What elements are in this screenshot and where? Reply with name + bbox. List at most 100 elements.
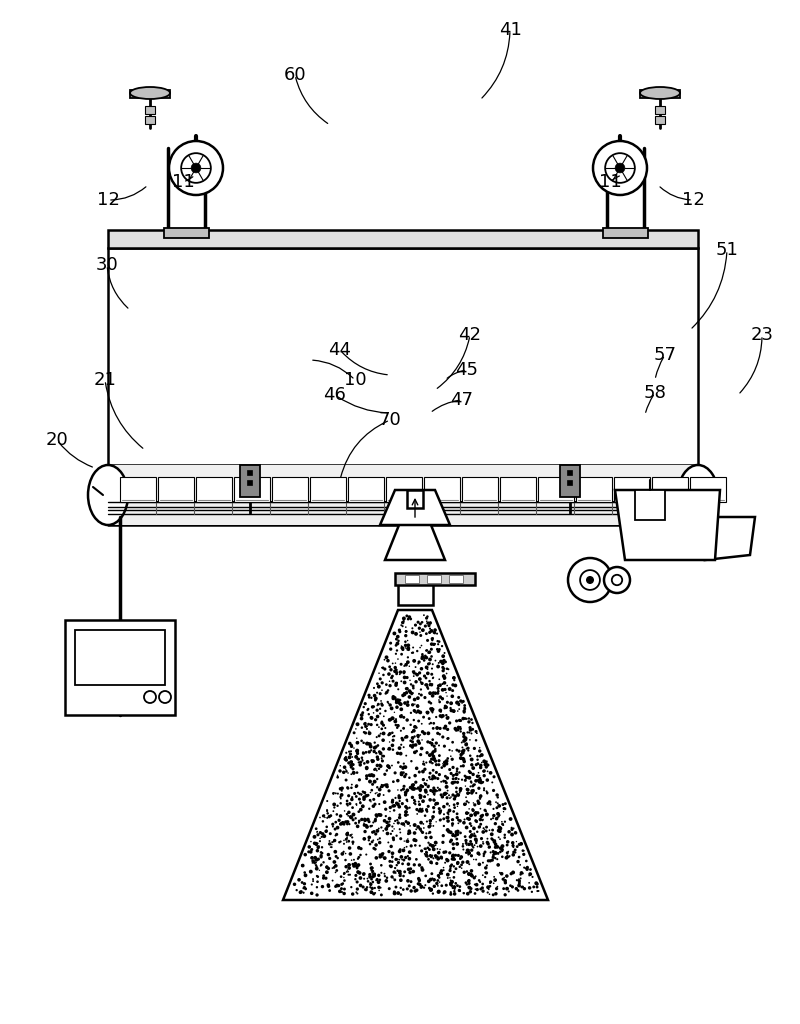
Point bbox=[345, 754, 358, 770]
Point bbox=[390, 676, 402, 692]
Point bbox=[494, 823, 506, 840]
Point bbox=[384, 800, 397, 816]
Point bbox=[364, 877, 377, 893]
Point bbox=[478, 753, 490, 769]
Point bbox=[345, 738, 358, 755]
Point bbox=[337, 844, 350, 860]
Point bbox=[422, 617, 435, 634]
Point bbox=[496, 816, 509, 833]
Point bbox=[418, 880, 430, 896]
Point bbox=[415, 637, 428, 653]
Point bbox=[398, 665, 410, 681]
Point bbox=[401, 640, 414, 656]
Polygon shape bbox=[576, 477, 612, 502]
Point bbox=[477, 774, 490, 791]
Point bbox=[357, 879, 370, 895]
Point bbox=[316, 845, 329, 861]
Point bbox=[430, 850, 442, 866]
Point bbox=[298, 864, 311, 881]
Point bbox=[424, 848, 437, 864]
Point bbox=[466, 838, 479, 854]
Point bbox=[337, 876, 350, 892]
Point bbox=[431, 685, 444, 701]
Point bbox=[477, 883, 490, 899]
Point bbox=[422, 777, 435, 794]
Point bbox=[422, 666, 434, 682]
Point bbox=[443, 802, 456, 818]
Point bbox=[426, 737, 438, 754]
Point bbox=[482, 853, 494, 869]
Point bbox=[452, 847, 465, 863]
Point bbox=[426, 700, 438, 717]
Circle shape bbox=[605, 154, 635, 183]
Point bbox=[360, 817, 373, 834]
Point bbox=[489, 839, 502, 855]
Point bbox=[321, 810, 334, 826]
Polygon shape bbox=[405, 507, 425, 520]
Point bbox=[451, 855, 464, 871]
Point bbox=[467, 851, 480, 867]
Point bbox=[441, 809, 454, 825]
Point bbox=[361, 870, 374, 887]
Point bbox=[422, 681, 434, 697]
Point bbox=[438, 738, 451, 755]
Point bbox=[408, 663, 421, 679]
Point bbox=[452, 722, 465, 738]
Point bbox=[436, 676, 449, 692]
Point bbox=[374, 725, 387, 741]
Point bbox=[476, 880, 489, 896]
Point bbox=[397, 781, 410, 798]
Point bbox=[458, 702, 470, 719]
Point bbox=[491, 879, 504, 895]
Point bbox=[406, 644, 419, 660]
Point bbox=[362, 706, 375, 722]
Point bbox=[397, 764, 410, 780]
Point bbox=[368, 739, 381, 756]
Point bbox=[437, 659, 450, 676]
Point bbox=[381, 684, 394, 700]
Point bbox=[321, 802, 334, 818]
Point bbox=[466, 801, 479, 817]
Point bbox=[366, 776, 379, 793]
Point bbox=[395, 736, 408, 753]
Point bbox=[380, 872, 393, 889]
Point bbox=[483, 886, 496, 902]
Point bbox=[324, 839, 337, 855]
Point bbox=[423, 625, 436, 641]
Point bbox=[387, 815, 400, 831]
Point bbox=[425, 641, 438, 657]
Point bbox=[413, 620, 426, 636]
Point bbox=[521, 861, 534, 878]
Point bbox=[460, 790, 473, 806]
Point bbox=[427, 804, 440, 820]
Point bbox=[514, 870, 527, 887]
Point bbox=[466, 766, 479, 782]
Point bbox=[399, 628, 412, 644]
Point bbox=[422, 840, 434, 856]
Point bbox=[316, 825, 329, 842]
Point bbox=[323, 808, 336, 824]
Point bbox=[427, 769, 440, 785]
Circle shape bbox=[615, 163, 625, 173]
Point bbox=[474, 770, 486, 786]
Point bbox=[459, 833, 472, 849]
Point bbox=[444, 699, 457, 716]
Point bbox=[400, 839, 413, 855]
Point bbox=[440, 775, 453, 792]
Point bbox=[427, 670, 440, 686]
Point bbox=[464, 720, 477, 736]
Point bbox=[390, 675, 403, 691]
Point bbox=[322, 860, 335, 877]
Point bbox=[476, 807, 489, 823]
Point bbox=[385, 825, 398, 842]
Point bbox=[462, 795, 475, 811]
Point bbox=[388, 798, 401, 814]
Point bbox=[431, 796, 444, 812]
Point bbox=[342, 824, 354, 841]
Point bbox=[404, 684, 417, 700]
Point bbox=[360, 882, 373, 898]
Point bbox=[478, 782, 490, 799]
Point bbox=[323, 850, 336, 866]
Point bbox=[430, 795, 442, 811]
Ellipse shape bbox=[88, 465, 128, 525]
